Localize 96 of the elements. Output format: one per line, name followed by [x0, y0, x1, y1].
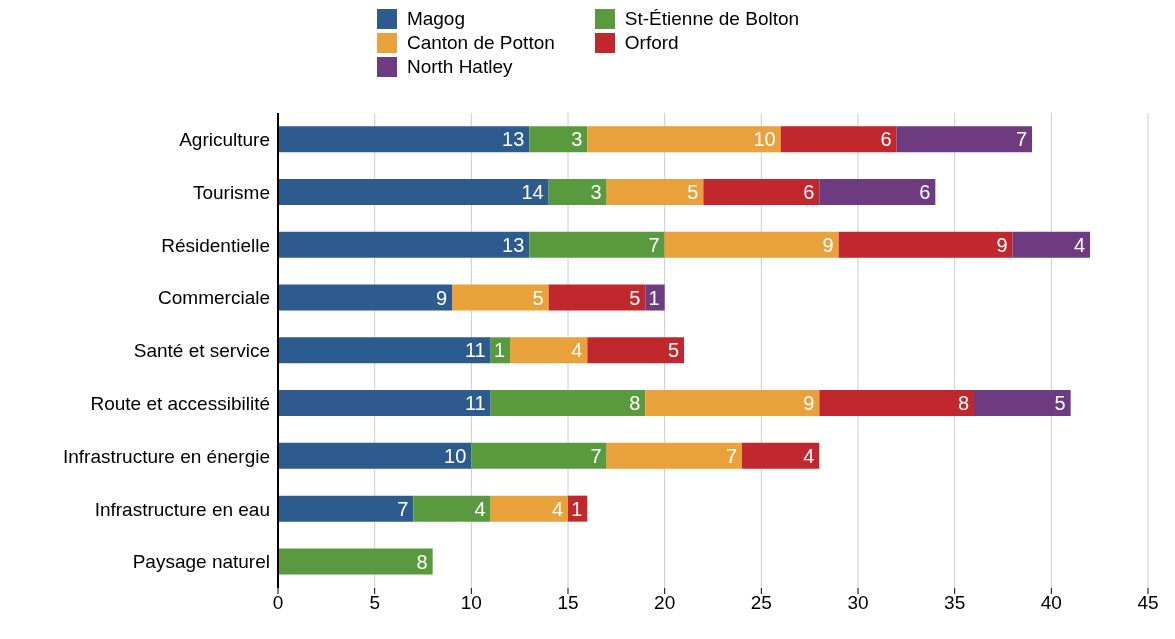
data-label: 5	[687, 181, 699, 204]
bar	[703, 178, 820, 205]
bar	[278, 548, 433, 575]
x-tick-label: 35	[944, 592, 966, 614]
bar	[606, 442, 742, 469]
bar	[838, 231, 1013, 258]
bar	[278, 442, 472, 469]
bar	[452, 284, 549, 311]
data-label: 4	[551, 497, 563, 520]
data-label: 13	[502, 233, 525, 256]
data-label: 7	[648, 233, 660, 256]
data-label: 14	[521, 181, 544, 204]
data-label: 7	[725, 444, 737, 467]
bar	[819, 390, 974, 417]
data-label: 8	[629, 392, 641, 415]
bar	[529, 126, 588, 153]
bar	[587, 337, 684, 364]
bar	[278, 178, 549, 205]
data-label: 13	[502, 128, 525, 151]
data-label: 1	[648, 286, 660, 309]
bar	[278, 231, 530, 258]
y-tick-label: Santé et service	[133, 340, 270, 362]
data-label: 4	[803, 444, 815, 467]
bar	[780, 126, 897, 153]
data-label: 11	[464, 339, 486, 362]
bar	[471, 442, 607, 469]
x-tick-label: 0	[272, 592, 284, 614]
x-tick-label: 5	[369, 592, 380, 614]
y-tick-label: Infrastructure en eau	[94, 498, 270, 520]
data-label: 6	[880, 128, 892, 151]
y-tick-label: Tourisme	[192, 181, 270, 203]
data-label: 5	[667, 339, 679, 362]
data-label: 3	[590, 181, 602, 204]
x-tick-label: 10	[460, 592, 482, 614]
data-label: 1	[571, 497, 583, 520]
y-tick-label: Infrastructure en énergie	[62, 445, 270, 467]
legend-label: Magog	[406, 8, 466, 30]
bar	[278, 126, 530, 153]
x-tick-label: 30	[847, 592, 869, 614]
data-label: 9	[996, 233, 1008, 256]
bar	[278, 390, 491, 417]
x-tick-label: 40	[1040, 592, 1062, 614]
bar	[548, 178, 607, 205]
legend-label: Orford	[624, 32, 679, 54]
bar	[606, 178, 704, 205]
data-label: 7	[397, 497, 409, 520]
bar	[278, 337, 491, 364]
data-label: 6	[919, 181, 931, 204]
y-tick-label: Agriculture	[179, 129, 270, 151]
data-label: 4	[1073, 233, 1085, 256]
x-tick-label: 25	[750, 592, 772, 614]
x-tick-label: 20	[654, 592, 676, 614]
data-label: 5	[1054, 392, 1066, 415]
bar	[974, 390, 1071, 417]
bar	[645, 390, 820, 417]
x-tick-label: 15	[557, 592, 579, 614]
data-label: 8	[416, 550, 428, 573]
y-tick-label: Commerciale	[158, 287, 270, 309]
bar	[548, 284, 646, 311]
bar	[645, 284, 665, 311]
bar	[490, 390, 646, 417]
data-label: 7	[590, 444, 602, 467]
data-label: 10	[444, 444, 467, 467]
legend-label: Canton de Potton	[406, 32, 555, 54]
x-tick-label: 45	[1137, 592, 1159, 614]
y-tick-label: Paysage naturel	[132, 551, 270, 573]
data-label: 9	[803, 392, 815, 415]
bar	[490, 495, 568, 522]
data-label: 6	[803, 181, 815, 204]
bar	[278, 495, 414, 522]
bar	[664, 231, 839, 258]
bar	[819, 178, 936, 205]
y-tick-label: Résidentielle	[161, 234, 270, 256]
data-label: 11	[464, 392, 486, 415]
data-label: 4	[571, 339, 583, 362]
legend-label: North Hatley	[406, 56, 513, 78]
bar	[413, 495, 491, 522]
bar	[278, 284, 452, 311]
y-tick-label: Route et accessibilité	[90, 393, 270, 415]
bar	[587, 126, 781, 153]
data-label: 1	[493, 339, 505, 362]
bar	[510, 337, 588, 364]
data-label: 10	[753, 128, 776, 151]
bar	[1012, 231, 1090, 258]
data-label: 5	[532, 286, 544, 309]
bar	[896, 126, 1032, 153]
legend-label: St-Étienne de Bolton	[624, 8, 800, 30]
data-label: 5	[629, 286, 641, 309]
data-label: 8	[957, 392, 969, 415]
bar	[529, 231, 665, 258]
bar	[742, 442, 820, 469]
data-label: 9	[435, 286, 447, 309]
data-label: 4	[474, 497, 486, 520]
data-label: 9	[822, 233, 834, 256]
data-label: 7	[1015, 128, 1027, 151]
data-label: 3	[571, 128, 583, 151]
